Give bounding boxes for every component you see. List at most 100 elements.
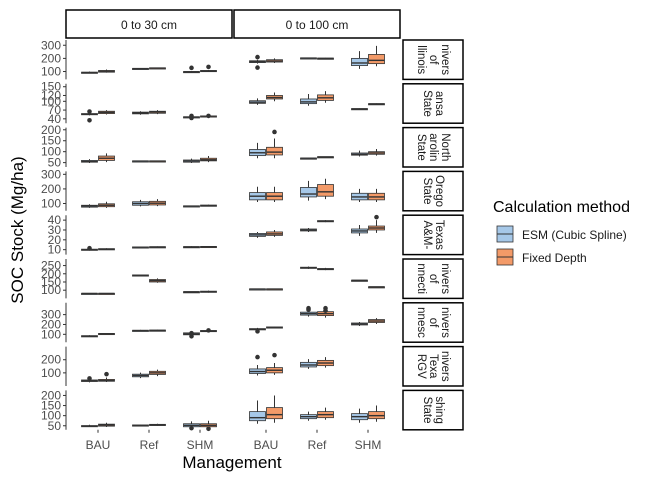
y-tick-label: 150 — [41, 399, 61, 413]
y-tick-label: 200 — [41, 317, 61, 331]
x-tick-label: SHM — [187, 438, 214, 452]
row-strip-label: A&M- — [421, 221, 433, 250]
row-strip-label: of — [427, 55, 439, 65]
box — [368, 54, 385, 65]
box-outlier — [87, 117, 92, 123]
box — [249, 411, 266, 422]
box-outlier — [189, 333, 194, 339]
row-strip-label: nnecti — [415, 263, 427, 294]
box-outlier — [87, 245, 92, 251]
box-outlier — [255, 54, 260, 60]
y-tick-label: 100 — [41, 283, 61, 297]
row-strip-label: llinois — [415, 45, 427, 74]
row-strip-label: nivers — [439, 44, 451, 75]
y-tick-label: 200 — [41, 182, 61, 196]
y-tick-label: 200 — [41, 353, 61, 367]
box-outlier — [104, 371, 109, 377]
x-tick-label: Ref — [140, 438, 159, 452]
row-strip-label: Texas — [433, 220, 445, 250]
box-outlier — [206, 328, 211, 333]
row-strip — [402, 345, 464, 387]
row-strip-label: shing — [433, 396, 445, 424]
row-strip — [402, 83, 464, 124]
row-strip — [402, 170, 464, 212]
y-tick-label: 300 — [41, 38, 61, 52]
box-outlier — [272, 352, 277, 358]
row-strip-label: of — [427, 318, 439, 328]
row-strip — [402, 258, 464, 300]
box — [266, 146, 283, 156]
y-tick-label: 200 — [41, 388, 61, 402]
x-tick-label: BAU — [254, 438, 279, 452]
row-strip-label: State — [421, 90, 433, 117]
box-outlier — [272, 129, 277, 135]
box-outlier — [206, 426, 211, 432]
y-tick-label: 120 — [41, 88, 61, 102]
box-outlier — [255, 65, 260, 70]
legend-title: Calculation method — [493, 199, 630, 216]
row-strip-label: nivers — [439, 351, 451, 382]
y-tick-label: 250 — [41, 259, 61, 273]
row-strip-label: nivers — [439, 263, 451, 294]
box — [351, 57, 368, 67]
box-outlier — [255, 354, 260, 360]
y-tick-label: 150 — [41, 80, 61, 94]
y-tick-label: 100 — [41, 94, 61, 108]
legend-label-fixed: Fixed Depth — [522, 251, 587, 265]
y-tick-label: 40 — [48, 112, 62, 126]
legend-label-esm: ESM (Cubic Spline) — [522, 228, 627, 242]
y-tick-label: 30 — [48, 223, 62, 237]
y-tick-label: 100 — [41, 197, 61, 211]
y-tick-label: 100 — [41, 366, 61, 380]
row-strip-label: Orego — [433, 175, 445, 207]
box-outlier — [189, 115, 194, 121]
row-strip — [402, 302, 464, 343]
box — [266, 407, 283, 420]
box-outlier — [206, 113, 211, 119]
row-strip-label: North — [439, 133, 451, 161]
row-strip — [402, 39, 464, 81]
row-strip-label: State — [415, 134, 427, 161]
row-strip-label: ansa — [433, 91, 445, 117]
box-outlier — [323, 308, 328, 313]
column-strip-label: 0 to 100 cm — [286, 18, 349, 32]
row-strip-label: RGV — [415, 354, 427, 379]
x-tick-label: SHM — [355, 438, 382, 452]
row-strip-label: arolin — [427, 133, 439, 161]
x-tick-label: BAU — [86, 438, 111, 452]
box-outlier — [87, 109, 92, 114]
box-outlier — [306, 307, 311, 312]
box-outlier — [374, 214, 379, 220]
x-tick-label: Ref — [308, 438, 327, 452]
row-strip-label: nivers — [439, 307, 451, 338]
y-tick-label: 100 — [41, 409, 61, 423]
column-strip — [65, 9, 233, 39]
box — [317, 184, 334, 197]
y-tick-label: 100 — [41, 145, 61, 159]
row-strip-label: State — [421, 178, 433, 205]
box — [300, 187, 317, 198]
row-strip — [402, 214, 464, 256]
y-tick-label: 70 — [48, 103, 62, 117]
row-strip-label: Texa — [427, 354, 439, 379]
y-tick-label: 200 — [41, 267, 61, 281]
y-tick-label: 300 — [41, 167, 61, 181]
row-strip-label: of — [427, 274, 439, 284]
row-strip — [402, 389, 464, 431]
y-tick-label: 150 — [41, 134, 61, 148]
row-strip-label: State — [421, 397, 433, 424]
row-strip-label: nnesc — [415, 307, 427, 338]
y-tick-label: 200 — [41, 123, 61, 137]
box-outlier — [189, 330, 194, 336]
y-tick-label: 100 — [41, 65, 61, 79]
y-tick-label: 50 — [48, 419, 62, 433]
y-tick-label: 10 — [48, 243, 62, 257]
y-tick-label: 300 — [41, 308, 61, 322]
y-tick-label: 50 — [48, 156, 62, 170]
y-tick-label: 200 — [41, 51, 61, 65]
column-strip-label: 0 to 30 cm — [121, 18, 177, 32]
y-tick-label: 20 — [48, 233, 62, 247]
y-tick-label: 100 — [41, 327, 61, 341]
